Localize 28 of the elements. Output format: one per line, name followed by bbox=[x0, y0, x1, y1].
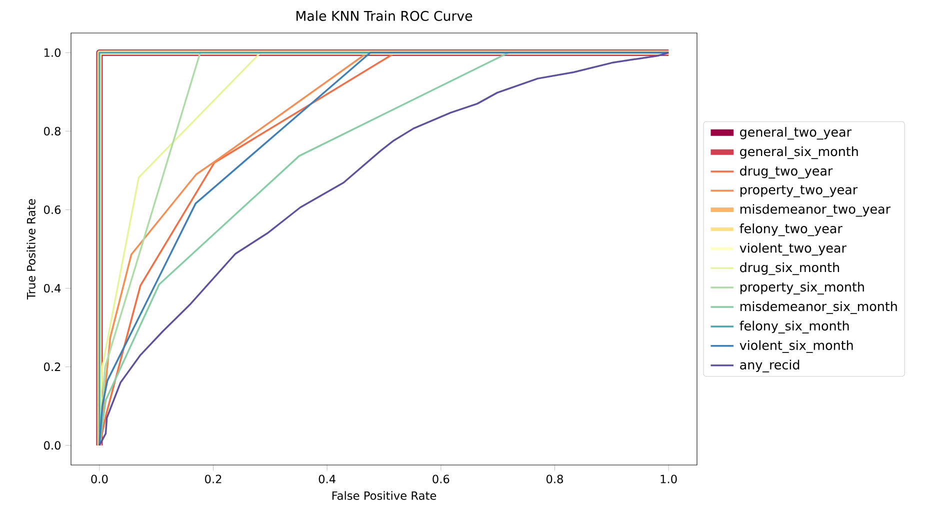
legend-label: property_two_year bbox=[740, 185, 858, 198]
x-tick-label: 0.0 bbox=[91, 474, 108, 484]
x-tick-label: 0.2 bbox=[205, 474, 222, 484]
x-axis-title: False Positive Rate bbox=[332, 491, 436, 500]
legend-label: violent_two_year bbox=[740, 242, 846, 256]
legend-label: any_recid bbox=[740, 360, 800, 372]
x-tick-label: 0.8 bbox=[546, 474, 563, 484]
x-tick-label: 1.0 bbox=[660, 474, 677, 484]
legend-label: felony_two_year bbox=[740, 224, 842, 236]
legend-label: misdemeanor_six_month bbox=[740, 301, 897, 314]
y-tick-label: 0.4 bbox=[44, 284, 61, 293]
y-tick-label: 0.2 bbox=[44, 362, 60, 372]
y-tick-label: 1.0 bbox=[44, 48, 61, 57]
y-tick-label: 0.0 bbox=[44, 441, 61, 450]
legend-label: felony_six_month bbox=[740, 320, 849, 334]
legend-label: general_six_month bbox=[740, 146, 858, 160]
x-tick-label: 0.6 bbox=[432, 474, 450, 484]
legend-label: drug_two_year bbox=[740, 166, 833, 178]
legend-label: misdemeanor_two_year bbox=[740, 204, 891, 217]
y-axis-title: True Positive Rate bbox=[26, 199, 36, 300]
chart-title: Male KNN Train ROC Curve bbox=[296, 10, 472, 21]
legend-label: violent_six_month bbox=[740, 340, 853, 353]
y-tick-label: 0.8 bbox=[44, 126, 60, 136]
legend-label: drug_six_month bbox=[740, 262, 840, 276]
x-tick-label: 0.4 bbox=[318, 474, 336, 484]
legend-label: property_six_month bbox=[740, 282, 864, 294]
legend-label: general_two_year bbox=[740, 126, 852, 140]
y-tick-label: 0.6 bbox=[44, 205, 61, 214]
